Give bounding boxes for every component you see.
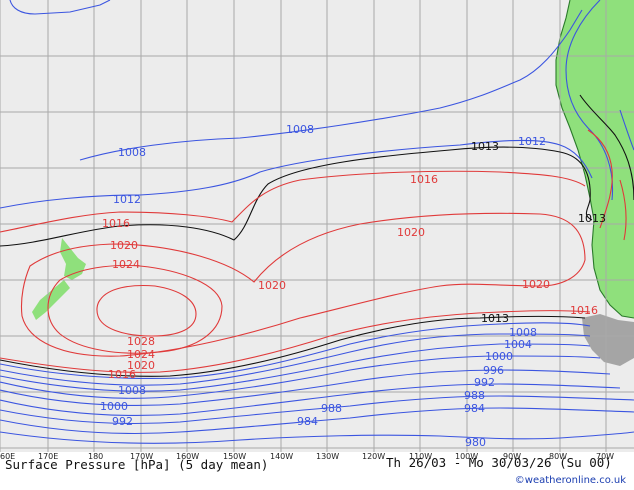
longitude-ticks: 60E 170E 180 170W 160W 150W 140W 130W 12… <box>0 452 614 461</box>
isobar-label: 1016 <box>108 368 136 381</box>
lon-tick: 120W <box>362 452 385 461</box>
isobar-label: 1020 <box>258 279 286 292</box>
isobars-1013 <box>0 146 593 377</box>
isobar-label: 1024 <box>127 348 155 361</box>
isobar-label: 1024 <box>112 258 140 271</box>
isobar-1004 <box>0 343 591 392</box>
lon-tick: 110W <box>409 452 432 461</box>
isobar-label: 1016 <box>102 217 130 230</box>
isobar-label: 1008 <box>509 326 537 339</box>
isobar-label: 980 <box>465 436 486 449</box>
lon-tick: 180 <box>88 452 103 461</box>
isobar-label: 1000 <box>100 400 128 413</box>
isobar-label: 1013 <box>481 312 509 325</box>
isobar-label: 1008 <box>118 384 146 397</box>
isobar-988 <box>0 395 634 425</box>
isobar-1008-andes <box>579 94 634 201</box>
south-america-landmass <box>556 0 634 318</box>
new-zealand-south-island <box>32 280 70 320</box>
isobar-1016-andes <box>587 129 627 241</box>
isobar-label: 1016 <box>410 173 438 186</box>
isobar-984 <box>0 407 634 435</box>
land-south-america <box>555 0 634 366</box>
isobar-1012-andes <box>565 0 634 201</box>
isobar-label: 1008 <box>118 146 146 159</box>
isobar-label: 1020 <box>522 278 550 291</box>
lon-tick: 90W <box>503 452 521 461</box>
isobar-1000 <box>0 355 601 399</box>
isobar-1008-south <box>0 333 591 386</box>
isobars-north-low <box>0 0 634 209</box>
lon-tick: 70W <box>596 452 614 461</box>
isobar-label: 1013 <box>471 140 499 153</box>
isobar-1012 <box>0 139 593 209</box>
isobar-label: 1012 <box>113 193 141 206</box>
isobar-label: 984 <box>464 402 485 415</box>
lon-tick: 170W <box>130 452 153 461</box>
lon-tick: 140W <box>270 452 293 461</box>
isobar-label: 1028 <box>127 335 155 348</box>
isobar-1013-top <box>0 146 593 247</box>
isobar-label: 1020 <box>110 239 138 252</box>
isobar-label: 1020 <box>127 359 155 372</box>
isobar-label: 1013 <box>578 212 606 225</box>
isobar-label: 988 <box>321 402 342 415</box>
lon-tick: 150W <box>223 452 246 461</box>
south-america-coastline <box>555 0 634 319</box>
lon-tick: 80W <box>549 452 567 461</box>
lon-tick: 170E <box>38 452 58 461</box>
isobar-1008 <box>79 9 583 161</box>
lon-tick: 130W <box>316 452 339 461</box>
isobar-1008-north <box>9 0 111 15</box>
isobar-980 <box>0 431 634 444</box>
isobars-south-low <box>0 322 634 444</box>
isobar-1016-south <box>0 309 591 373</box>
isobar-label: 1012 <box>518 135 546 148</box>
isobar-label: 992 <box>474 376 495 389</box>
isobar-1012-south <box>0 322 591 380</box>
map-period: Th 26/03 - Mo 30/03/26 (Su 00) <box>386 455 612 470</box>
isobar-label: 1008 <box>286 123 314 136</box>
lon-tick: 160W <box>176 452 199 461</box>
isobar-996 <box>0 369 611 406</box>
tierra-del-fuego <box>582 314 634 366</box>
map-title: Surface Pressure [hPa] (5 day mean) <box>5 457 269 472</box>
isobar-label: 1000 <box>485 350 513 363</box>
isobar-label: 1016 <box>570 304 598 317</box>
lon-tick: 100W <box>455 452 478 461</box>
isobars-high <box>0 129 627 373</box>
lon-tick: 60E <box>0 452 15 461</box>
isobar-1020-main <box>20 212 586 357</box>
isobar-992 <box>0 383 621 416</box>
isobar-1016-outer <box>0 170 586 233</box>
isobar-label: 984 <box>297 415 318 428</box>
isobar-label: 992 <box>112 415 133 428</box>
isobar-label: 1020 <box>397 226 425 239</box>
isobar-1013-bottom <box>0 315 586 377</box>
new-zealand-north-island <box>60 238 86 280</box>
isobar-labels: 1008 1008 1012 1012 1013 1013 1013 1016 … <box>100 123 606 449</box>
isobar-label: 988 <box>464 389 485 402</box>
isobar-label: 996 <box>483 364 504 377</box>
isobar-label: 1004 <box>504 338 532 351</box>
credit-link[interactable]: ©weatheronline.co.uk <box>514 475 626 486</box>
isobar-1024 <box>47 264 223 354</box>
isobar-1028 <box>96 284 197 337</box>
land-new-zealand <box>32 238 86 320</box>
